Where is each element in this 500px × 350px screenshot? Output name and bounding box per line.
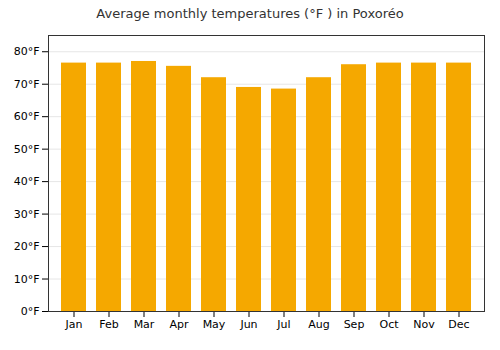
svg-text:0°F: 0°F xyxy=(21,305,40,318)
svg-text:Mar: Mar xyxy=(134,318,155,331)
svg-text:Jan: Jan xyxy=(65,318,83,331)
svg-text:Nov: Nov xyxy=(413,318,435,331)
svg-text:Jun: Jun xyxy=(239,318,257,331)
svg-text:Oct: Oct xyxy=(379,318,399,331)
svg-text:May: May xyxy=(203,318,226,331)
svg-text:50°F: 50°F xyxy=(14,143,40,156)
svg-text:Feb: Feb xyxy=(99,318,118,331)
svg-text:Aug: Aug xyxy=(308,318,329,331)
svg-text:70°F: 70°F xyxy=(14,78,40,91)
svg-text:Dec: Dec xyxy=(448,318,469,331)
svg-text:80°F: 80°F xyxy=(14,45,40,58)
svg-text:20°F: 20°F xyxy=(14,240,40,253)
svg-text:Jul: Jul xyxy=(276,318,290,331)
svg-text:Apr: Apr xyxy=(169,318,189,331)
svg-text:60°F: 60°F xyxy=(14,110,40,123)
html-text:Average monthly temperatures (: Average monthly temperatures (°F ) in Po… xyxy=(96,6,404,21)
svg-text:30°F: 30°F xyxy=(14,208,40,221)
svg-text:10°F: 10°F xyxy=(14,273,40,286)
svg-text:40°F: 40°F xyxy=(14,175,40,188)
svg-text:Sep: Sep xyxy=(344,318,365,331)
